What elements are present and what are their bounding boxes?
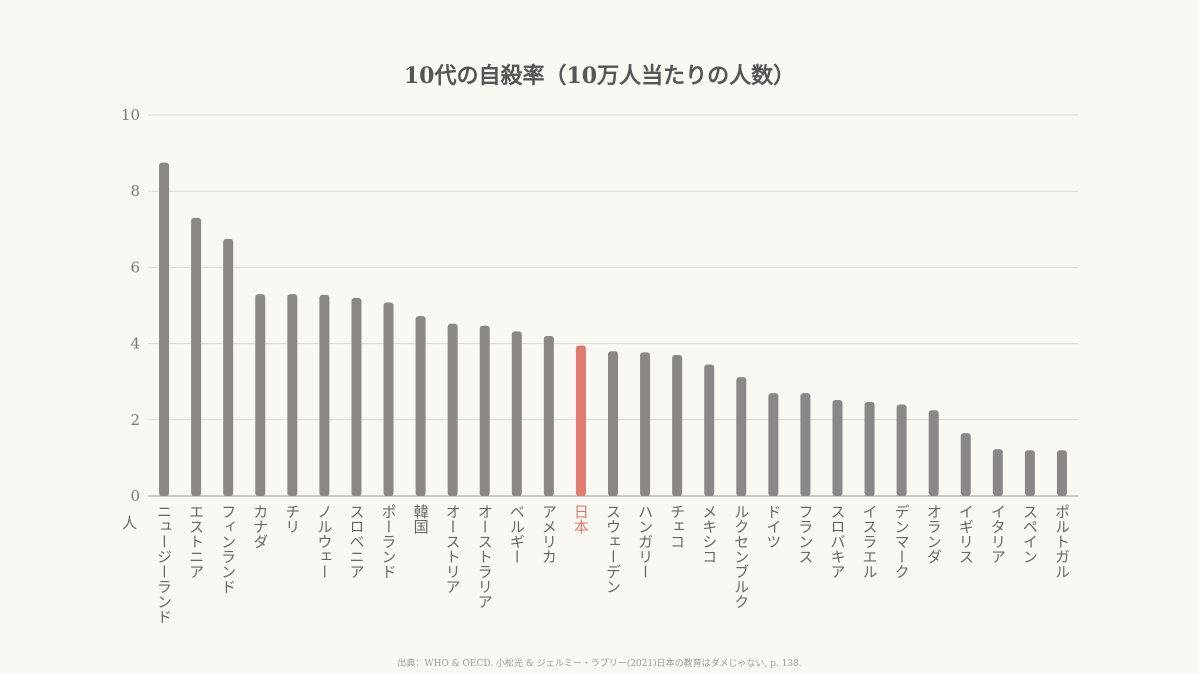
bar — [864, 401, 875, 496]
bar — [768, 393, 779, 496]
bar — [383, 302, 394, 496]
y-tick-label: 4 — [130, 335, 140, 353]
bar — [415, 316, 426, 496]
bar — [1056, 450, 1067, 496]
x-tick-label: ベルギー — [508, 504, 526, 564]
x-tick-label: デンマーク — [893, 504, 911, 579]
x-tick-label: オーストリア — [444, 504, 462, 594]
y-tick-label: 10 — [121, 106, 140, 124]
y-tick-label: 2 — [130, 411, 140, 429]
bar — [832, 399, 843, 496]
bar — [351, 297, 362, 496]
bar — [992, 449, 1003, 496]
bar — [1024, 450, 1035, 496]
x-tick-label: スロバキア — [828, 504, 846, 579]
y-tick-label: 6 — [130, 258, 140, 276]
x-tick-label: フィンランド — [219, 504, 237, 594]
x-tick-label: オランダ — [925, 504, 943, 564]
x-tick-label: ハンガリー — [636, 504, 654, 579]
source-note: 出典：WHO & OECD. 小松光 & ジェルミー・ラプリー(2021)日本の… — [397, 659, 802, 669]
chart-title: 10代の自殺率（10万人当たりの人数） — [403, 63, 796, 89]
y-unit-label: 人 — [122, 514, 138, 532]
x-tick-label: イギリス — [957, 504, 975, 564]
x-tick-label: ノルウェー — [315, 504, 333, 579]
x-tick-label: スウェーデン — [604, 504, 622, 594]
bar — [479, 325, 490, 496]
bar — [672, 355, 683, 496]
x-tick-label: フランス — [796, 504, 814, 564]
x-tick-label: アメリカ — [540, 504, 558, 564]
bar — [255, 294, 266, 496]
bar — [575, 345, 586, 496]
bar — [319, 294, 330, 496]
bar — [896, 404, 907, 496]
x-tick-label: オーストラリア — [476, 504, 494, 609]
x-tick-label: ポーランド — [380, 504, 398, 579]
y-tick-label: 8 — [130, 182, 140, 200]
x-tick-label: メキシコ — [700, 504, 718, 564]
bar — [704, 364, 715, 496]
bar — [447, 323, 458, 496]
x-tick-label: チェコ — [668, 504, 686, 549]
bar — [736, 377, 747, 496]
x-tick-label: ポルトガル — [1053, 504, 1071, 579]
x-tick-label: イスラエル — [861, 504, 879, 579]
x-tick-label: ニュージーランド — [155, 504, 173, 624]
x-tick-label: エストニア — [187, 504, 205, 579]
x-tick-label: 韓国 — [412, 504, 430, 534]
bar — [928, 410, 939, 496]
bar — [640, 352, 651, 496]
x-tick-label: スペイン — [1021, 504, 1039, 564]
bar — [960, 433, 971, 496]
bar — [543, 335, 554, 496]
x-tick-label: チリ — [283, 504, 301, 534]
x-tick-label: 日本 — [572, 504, 590, 534]
x-tick-label: イタリア — [989, 504, 1007, 564]
bar — [608, 351, 618, 496]
bar — [800, 393, 811, 496]
bar — [511, 331, 522, 496]
bar — [223, 238, 234, 496]
bar — [159, 162, 170, 496]
x-tick-label: ルクセンブルク — [732, 504, 750, 609]
y-tick-label: 0 — [130, 487, 140, 505]
x-tick-label: カナダ — [251, 504, 269, 549]
bar — [191, 217, 202, 496]
x-tick-label: ドイツ — [764, 504, 782, 549]
x-tick-label: スロベニア — [347, 504, 365, 579]
bar — [287, 294, 298, 496]
